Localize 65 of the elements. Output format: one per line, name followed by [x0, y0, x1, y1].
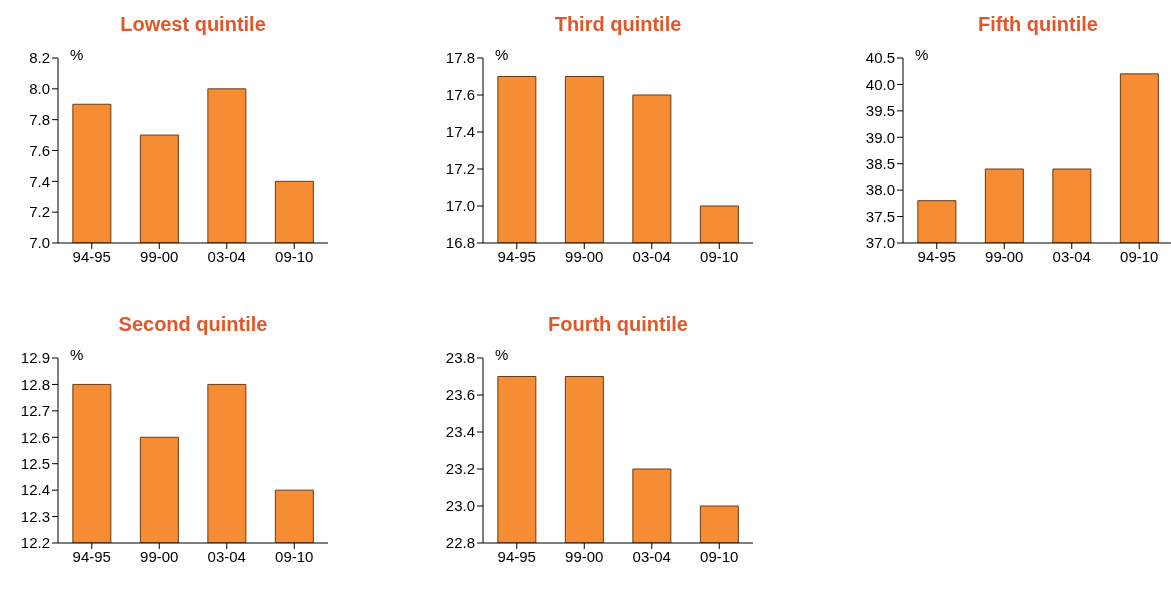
x-tick-label: 03-04	[207, 247, 246, 265]
x-tick-label: 09-10	[700, 547, 739, 565]
y-tick-label: 7.8	[29, 110, 50, 128]
x-tick-label: 94-95	[497, 247, 536, 265]
x-tick-label: 03-04	[632, 247, 671, 265]
y-tick-label: 37.5	[865, 207, 895, 225]
y-tick-label: 39.5	[865, 102, 895, 120]
y-tick-label: 12.6	[20, 428, 50, 446]
y-tick-label: 8.0	[29, 80, 50, 98]
y-tick-label: 17.8	[445, 49, 475, 67]
x-tick-label: 09-10	[700, 247, 739, 265]
chart-title: Second quintile	[117, 313, 269, 336]
y-tick-label: 23.8	[445, 349, 475, 367]
x-tick-label: 99-00	[140, 247, 179, 265]
x-tick-label: 03-04	[632, 547, 671, 565]
y-tick-label: 37.0	[865, 234, 895, 252]
y-tick-label: 7.4	[29, 172, 50, 190]
y-tick-label: 12.3	[20, 507, 50, 525]
y-tick-label: 8.2	[29, 49, 50, 67]
y-axis-title: %	[495, 46, 509, 63]
x-tick-label: 09-10	[275, 247, 314, 265]
y-tick-label: 17.4	[445, 123, 475, 141]
x-tick-label: 99-00	[140, 547, 179, 565]
x-tick-label: 94-95	[72, 547, 111, 565]
y-tick-label: 12.2	[20, 534, 50, 552]
y-tick-label: 23.4	[445, 423, 475, 441]
y-tick-label: 17.0	[445, 197, 475, 215]
x-tick-label: 94-95	[917, 247, 956, 265]
x-tick-label: 09-10	[1120, 247, 1159, 265]
y-tick-label: 17.6	[445, 86, 475, 104]
y-tick-label: 12.4	[20, 481, 50, 499]
y-axis-title: %	[915, 46, 929, 63]
x-tick-label: 94-95	[72, 247, 111, 265]
y-tick-label: 40.0	[865, 75, 895, 93]
y-tick-label: 7.6	[29, 141, 50, 159]
y-tick-label: 7.0	[29, 234, 50, 252]
x-tick-label: 03-04	[1052, 247, 1091, 265]
chart-title: Fourth quintile	[547, 313, 689, 336]
chart-title: Third quintile	[553, 13, 683, 36]
x-tick-label: 99-00	[565, 547, 604, 565]
y-tick-label: 23.2	[445, 460, 475, 478]
x-tick-label: 03-04	[207, 547, 246, 565]
y-tick-label: 12.8	[20, 375, 50, 393]
y-tick-label: 22.8	[445, 534, 475, 552]
x-tick-label: 99-00	[985, 247, 1024, 265]
y-tick-label: 16.8	[445, 234, 475, 252]
y-tick-label: 38.0	[865, 181, 895, 199]
y-tick-label: 23.6	[445, 386, 475, 404]
y-tick-label: 40.5	[865, 49, 895, 67]
y-axis-title: %	[70, 346, 84, 363]
y-tick-label: 12.5	[20, 455, 50, 473]
y-tick-label: 39.0	[865, 128, 895, 146]
y-axis-title: %	[70, 46, 84, 63]
x-tick-label: 09-10	[275, 547, 314, 565]
x-tick-label: 94-95	[497, 547, 536, 565]
y-tick-label: 12.7	[20, 402, 50, 420]
y-axis-title: %	[495, 346, 509, 363]
y-tick-label: 23.0	[445, 497, 475, 515]
y-tick-label: 12.9	[20, 349, 50, 367]
y-tick-label: 38.5	[865, 155, 895, 173]
x-tick-label: 99-00	[565, 247, 604, 265]
chart-title: Fifth quintile	[977, 13, 1099, 36]
y-tick-label: 17.2	[445, 160, 475, 178]
chart-title: Lowest quintile	[119, 13, 267, 36]
y-tick-label: 7.2	[29, 203, 50, 221]
